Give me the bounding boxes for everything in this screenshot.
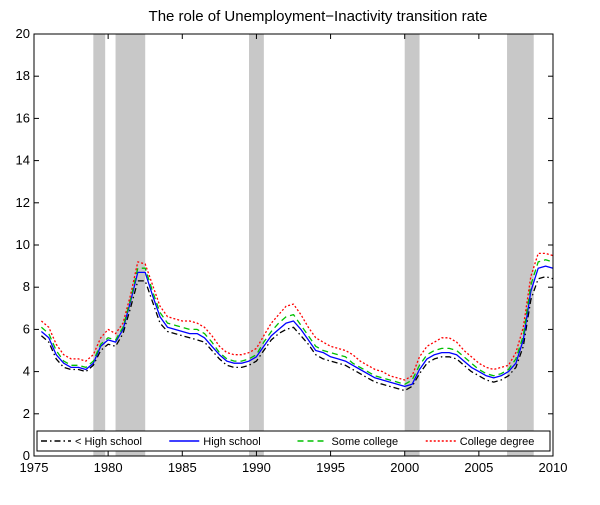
x-tick-label-1995: 1995 [316,460,345,475]
series-line-3 [40,259,554,385]
x-tick-label-1980: 1980 [94,460,123,475]
chart-title: The role of Unemployment−Inactivity tran… [149,8,488,25]
legend: < High school High school Some college Coll… [36,430,551,452]
recession-band-1 [93,34,106,456]
series-line-4 [40,252,554,381]
recession-bands [93,34,534,456]
y-tick-label-12: 12 [16,195,30,210]
y-tick-label-16: 16 [16,110,30,125]
recession-band-4 [404,34,420,456]
y-tick-label-6: 6 [23,321,30,336]
legend-label-3: Some college [332,436,399,448]
series-layer [40,252,554,392]
y-tick-label-0: 0 [23,448,30,463]
y-tick-label-18: 18 [16,68,30,83]
legend-label-2: High school [203,436,260,448]
legend-label-4: College degree [460,436,535,448]
y-tick-label-20: 20 [16,26,30,41]
y-tick-label-4: 4 [23,364,30,379]
legend-box [36,430,551,452]
recession-band-3 [249,34,264,456]
x-tick-label-1975: 1975 [20,460,49,475]
recession-band-5 [507,34,534,456]
recession-band-2 [115,34,146,456]
y-tick-label-2: 2 [23,406,30,421]
x-tick-label-2000: 2000 [390,460,419,475]
x-tick-label-1990: 1990 [242,460,271,475]
x-tick-label-1985: 1985 [168,460,197,475]
legend-label-1: < High school [75,436,142,448]
y-tick-label-14: 14 [16,153,30,168]
plot-frame [33,33,554,457]
x-tick-label-2010: 2010 [539,460,568,475]
series-line-2 [40,265,554,388]
x-tick-label-2005: 2005 [464,460,493,475]
y-tick-label-8: 8 [23,279,30,294]
y-tick-label-10: 10 [16,237,30,252]
axis-ticks: 1975 1980 1985 1990 1995 2000 2005 2010 0 2 4 6 8 10 1… [16,26,568,475]
